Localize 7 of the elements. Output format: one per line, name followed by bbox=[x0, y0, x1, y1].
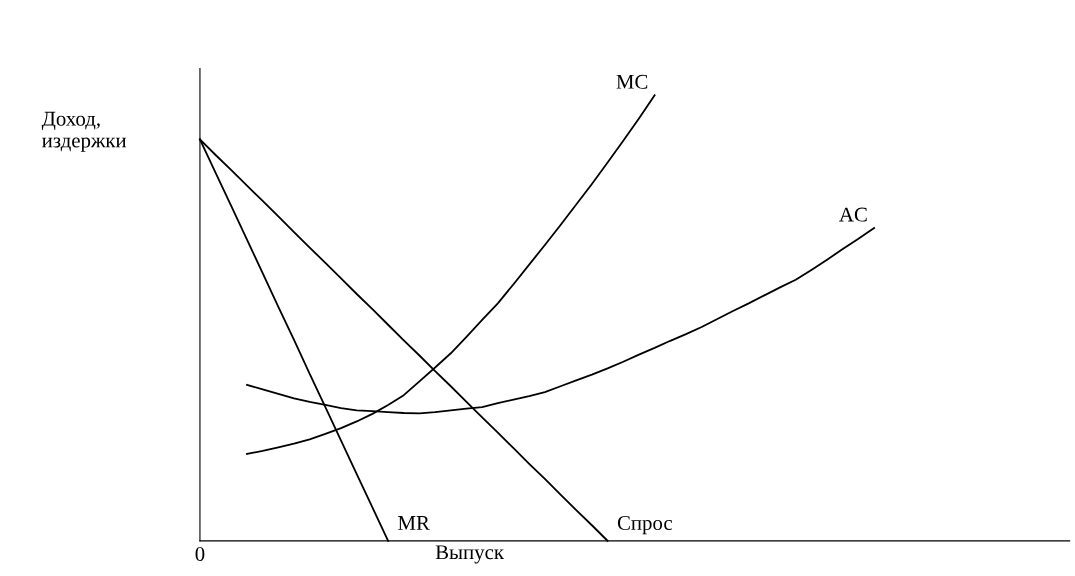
series-label: AC bbox=[839, 207, 867, 222]
series-label: Спрос bbox=[617, 515, 672, 535]
series-label: MR bbox=[398, 516, 430, 530]
y-axis-title: Доход, издержки bbox=[41, 111, 127, 152]
x-axis-title: Выпуск bbox=[435, 545, 504, 564]
series-label: MC bbox=[616, 74, 648, 89]
text: 0 bbox=[195, 547, 205, 562]
